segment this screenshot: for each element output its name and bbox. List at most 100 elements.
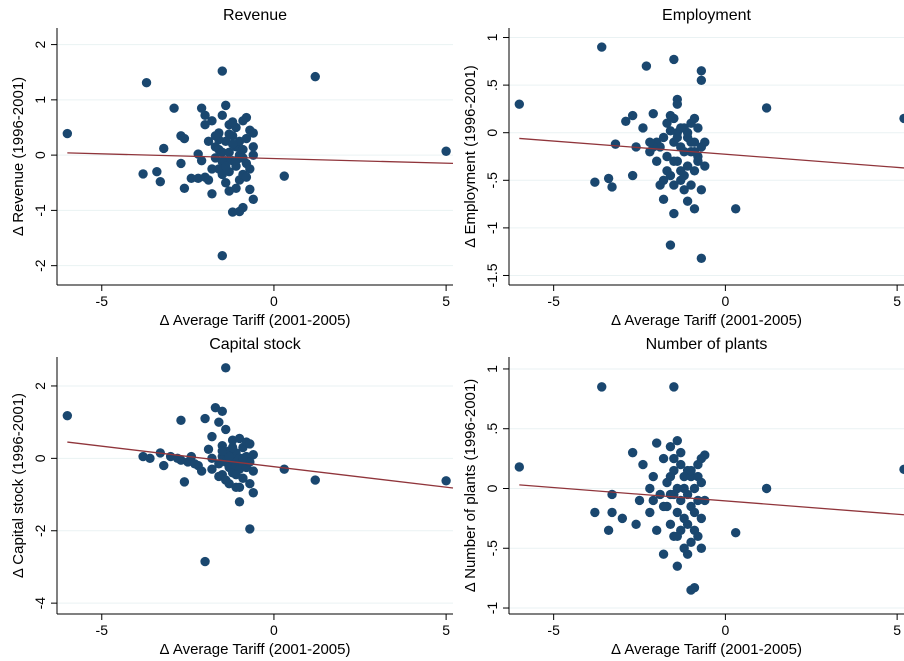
data-point [627,447,638,458]
y-axis-label: Δ Number of plants (1996-2001) [462,379,479,592]
data-point [203,444,214,455]
data-point [669,54,679,65]
data-point [138,169,148,179]
data-point [700,137,710,147]
y-tick-label: 0 [484,484,500,492]
x-tick-label: 0 [270,293,278,309]
data-point [590,177,600,187]
data-point [730,204,741,214]
data-point [689,166,700,176]
data-point [662,166,672,176]
data-point [248,194,258,205]
data-point [169,103,179,113]
data-point [607,489,617,500]
gridlines [509,37,904,276]
y-tick-label: -2 [32,259,48,272]
data-point [655,180,665,190]
data-point [441,146,451,156]
data-point [665,489,676,500]
data-point [245,164,255,174]
data-point [696,543,707,553]
y-tick-label: 1 [484,365,500,373]
data-point [700,450,710,460]
data-point [761,103,772,113]
data-point [176,415,186,426]
data-point [693,531,703,542]
data-point [645,483,655,494]
data-point [227,139,238,149]
data-point [310,71,320,82]
panel-capital-stock: -4 -2 0 2 -5 0 5 Capital stock Δ Average Tari… [10,336,454,658]
panel-employment: -1.5 -1 -.5 0 .5 1 -5 0 5 Employment Δ Average … [462,7,904,329]
y-tick-label: 2 [32,40,48,48]
x-axis-label: Δ Average Tariff (2001-2005) [611,312,802,329]
data-point [234,497,245,507]
data-point [682,161,693,171]
data-point [152,166,162,177]
data-point [196,155,207,166]
data-point [217,66,227,76]
data-point [665,519,676,530]
data-point [658,453,669,464]
data-point [672,99,683,109]
x-tick-label: 0 [270,622,278,638]
fit-line [519,484,904,516]
data-point [200,556,210,567]
data-point [217,251,227,261]
data-point [62,128,73,139]
data-point [682,549,693,559]
data-point [207,464,217,474]
y-tick-label: -1 [484,602,500,615]
data-point [221,178,231,188]
y-ticks: -4 -2 0 2 [32,382,57,610]
data-point [669,180,679,190]
y-tick-label: -.5 [484,172,500,189]
data-point [672,132,683,143]
data-point [669,465,679,476]
data-point [514,462,525,472]
data-point [696,253,707,264]
data-point [696,66,707,76]
panel-title: Revenue [223,7,287,24]
data-point [238,473,248,483]
data-point [221,475,231,485]
x-axis-label: Δ Average Tariff (2001-2005) [160,641,351,658]
data-point [634,495,645,506]
data-point [221,363,231,373]
data-point [651,525,662,536]
x-tick-label: 5 [442,622,450,638]
data-point [689,507,700,518]
data-point [224,129,234,139]
data-point [227,442,238,453]
data-point [214,417,224,427]
data-point [207,116,217,126]
data-point [689,583,700,593]
data-point [590,507,600,518]
data-point [190,459,200,469]
data-point [693,123,703,133]
data-point [207,431,217,442]
data-point [696,185,707,195]
data-point [224,186,234,196]
data-point [245,478,255,489]
plot-region [57,357,453,614]
data-point [899,464,904,475]
data-point [245,439,255,449]
data-point [200,413,210,424]
data-point [217,110,227,121]
data-point [665,441,676,452]
data-point [676,447,686,458]
x-tick-label: 5 [893,622,901,638]
fit-line [67,152,454,165]
data-point [672,435,683,446]
scatter-points [62,66,451,261]
y-tick-label: -4 [32,597,48,610]
data-point [686,180,696,190]
data-point [679,170,689,181]
data-point [899,113,904,124]
data-point [686,537,696,547]
data-point [217,406,227,416]
x-tick-label: -5 [547,293,560,309]
data-point [682,128,693,138]
